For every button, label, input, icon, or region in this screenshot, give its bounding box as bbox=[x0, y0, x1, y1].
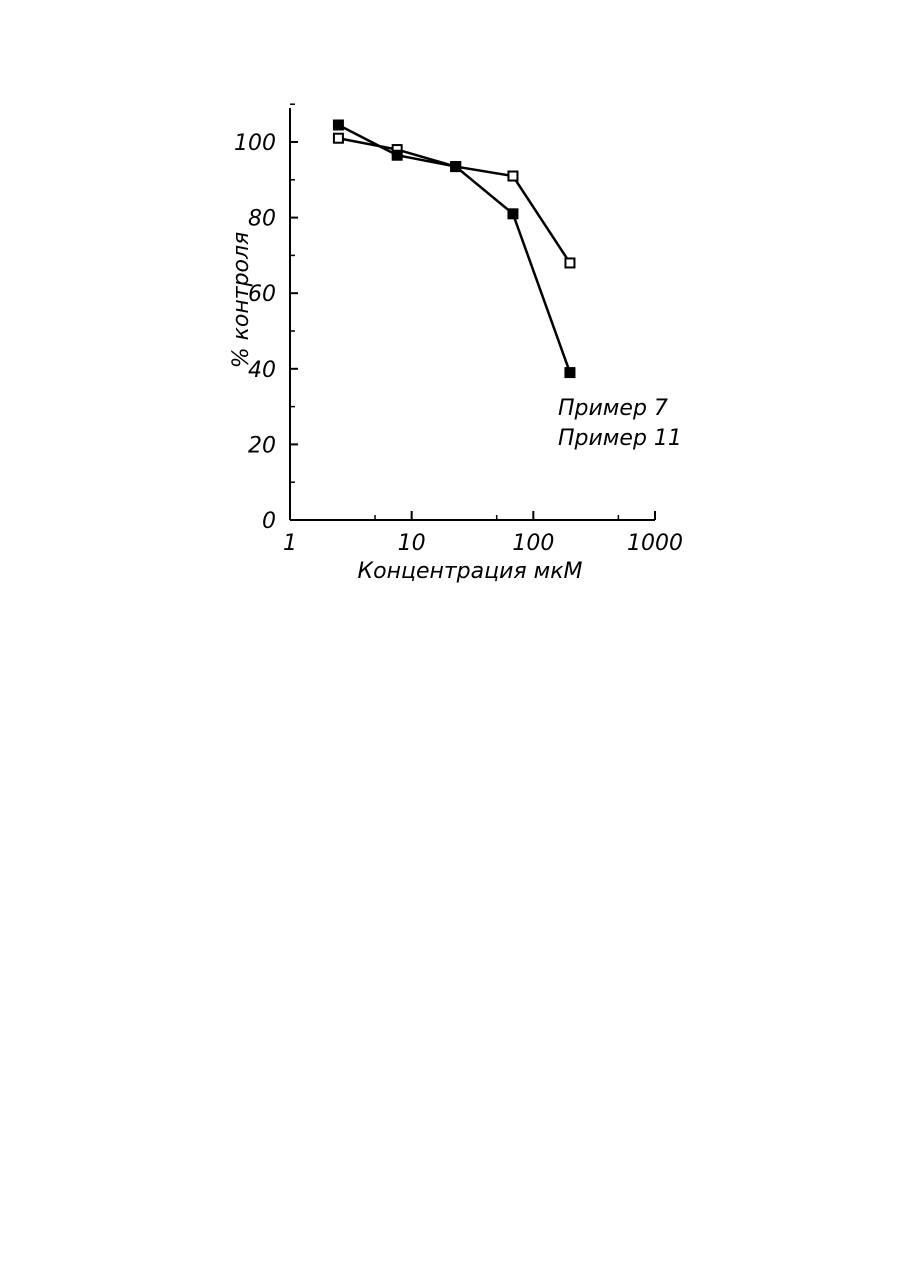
x-tick-label: 1 bbox=[283, 531, 297, 556]
data-point bbox=[393, 151, 402, 160]
x-tick-label: 100 bbox=[512, 531, 554, 556]
data-point bbox=[508, 209, 517, 218]
data-point bbox=[451, 162, 460, 171]
legend-label-series-2: Пример 11 bbox=[558, 426, 682, 451]
y-tick-label: 80 bbox=[248, 207, 276, 232]
series-line bbox=[338, 138, 570, 263]
series-2 bbox=[334, 120, 575, 377]
y-tick-label: 0 bbox=[262, 509, 276, 534]
data-point bbox=[508, 172, 517, 181]
data-point bbox=[565, 368, 574, 377]
data-point bbox=[334, 134, 343, 143]
legend-label-series-1: Пример 7 bbox=[558, 396, 668, 421]
data-point bbox=[334, 120, 343, 129]
series-layer bbox=[334, 120, 575, 377]
data-point bbox=[565, 258, 574, 267]
y-axis-label: % контроля bbox=[229, 232, 254, 369]
x-tick-label: 1000 bbox=[627, 531, 683, 556]
x-axis-label: Концентрация мкМ bbox=[358, 559, 583, 584]
x-tick-label: 10 bbox=[398, 531, 426, 556]
y-tick-label: 100 bbox=[234, 131, 276, 156]
series-1 bbox=[334, 134, 575, 268]
y-tick-label: 20 bbox=[248, 433, 276, 458]
